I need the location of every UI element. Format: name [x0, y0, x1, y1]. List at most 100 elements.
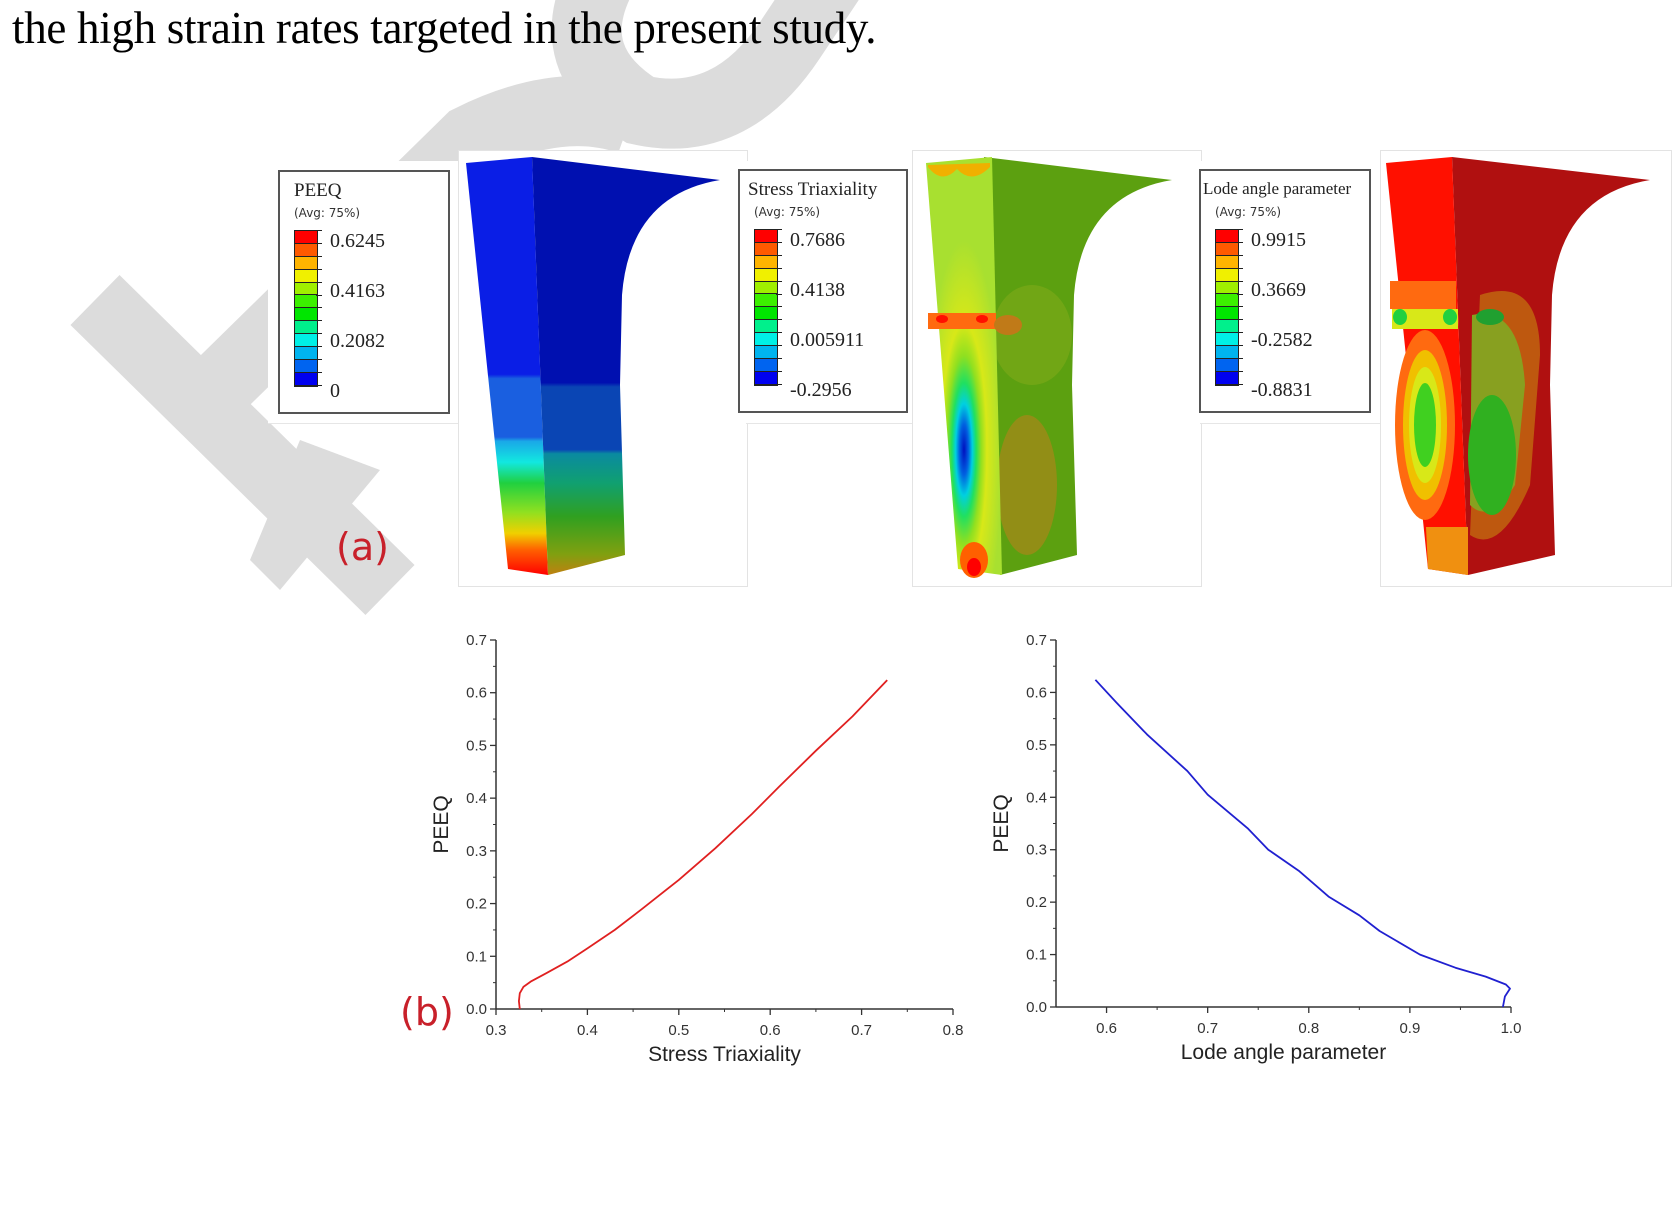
colorbar-swatch	[1216, 333, 1238, 347]
chart-peeq-vs-triaxiality: 0.0 0.1 0.2 0.3 0.4 0.5 0.6 0.7 0.3 0.4 0.5 0.6 0.7 0…	[430, 632, 963, 1066]
colorbar-swatch	[755, 358, 777, 372]
y-tick-label: 0.7	[1026, 632, 1047, 649]
colorbar-swatch	[755, 346, 777, 359]
colorbar-swatch	[295, 372, 317, 386]
legend-value: -0.8831	[1251, 379, 1313, 401]
colorbar	[754, 229, 778, 386]
colorbar-swatch	[1216, 320, 1238, 334]
colorbar-tick	[316, 255, 322, 257]
model-face-front	[926, 157, 1002, 575]
colorbar-tick	[776, 383, 782, 385]
colorbar-swatch	[295, 295, 317, 309]
colorbar-tick	[1237, 306, 1243, 308]
legend-averaging: (Avg: 75%)	[294, 206, 361, 220]
contour-region	[1393, 309, 1407, 325]
y-tick-label: 0.2	[1026, 894, 1047, 911]
colorbar-tick	[776, 241, 782, 243]
colorbar-swatch	[1216, 358, 1238, 372]
colorbar-tick	[316, 359, 322, 360]
colorbar-tick	[1237, 229, 1243, 230]
colorbar-swatch	[755, 281, 777, 295]
contour-region	[994, 315, 1022, 335]
model-face-side	[532, 157, 720, 575]
y-tick-label: 0.1	[466, 948, 487, 965]
legend-lode: Lode angle parameter (Avg: 75%) 0.9915 0…	[1199, 169, 1371, 413]
x-tick-label: 0.3	[486, 1022, 507, 1039]
colorbar-tick	[776, 332, 782, 334]
contour-region	[1476, 309, 1504, 325]
legend-averaging: (Avg: 75%)	[1215, 205, 1282, 219]
body-text: the high strain rates targeted in the pr…	[12, 3, 877, 53]
colorbar-swatch	[755, 307, 777, 321]
colorbar-tick	[1237, 280, 1243, 282]
colorbar-swatch	[755, 333, 777, 347]
legend-value: 0.3669	[1251, 279, 1306, 301]
colorbar-swatch	[295, 347, 317, 360]
colorbar-tick	[776, 306, 782, 308]
legend-title: Stress Triaxiality	[748, 179, 878, 200]
colorbar-tick	[1237, 254, 1243, 256]
y-tick-label: 0.3	[466, 843, 487, 860]
colorbar-tick	[776, 254, 782, 256]
legend-value: 0.4163	[330, 280, 385, 302]
colorbar-tick	[1237, 383, 1243, 385]
colorbar-swatch	[295, 269, 317, 283]
colorbar-tick	[316, 307, 322, 309]
x-tick-label: 0.5	[668, 1022, 689, 1039]
colorbar-tick	[316, 242, 322, 244]
x-tick-label: 0.7	[851, 1022, 872, 1039]
contour-band	[1390, 281, 1456, 309]
contour-band	[928, 163, 990, 177]
colorbar-swatch	[755, 320, 777, 334]
y-tick-label: 0.7	[466, 632, 487, 649]
colorbar-tick	[316, 333, 322, 335]
colorbar-swatch	[295, 321, 317, 335]
contour-model-lode	[1386, 157, 1650, 575]
contour-region	[1468, 395, 1516, 515]
colorbar-swatch	[295, 282, 317, 296]
contour-region	[936, 315, 948, 323]
colorbar-tick	[1237, 358, 1243, 359]
contour-model-peeq	[466, 157, 720, 575]
contour-region	[967, 558, 981, 576]
legend-value: 0.9915	[1251, 229, 1306, 251]
colorbar-tick	[316, 346, 322, 348]
colorbar-tick	[316, 268, 322, 270]
contour-band	[1392, 309, 1458, 329]
legend-value: 0	[330, 380, 340, 402]
colorbar-tick	[776, 370, 782, 372]
colorbar-tick	[776, 319, 782, 321]
y-tick-label: 0.0	[466, 1001, 487, 1018]
x-tick-label: 0.6	[1096, 1020, 1117, 1037]
colorbar-swatch	[755, 255, 777, 269]
colorbar-tick	[316, 230, 322, 231]
x-tick-label: 0.9	[1399, 1020, 1420, 1037]
colorbar-tick	[1237, 332, 1243, 334]
x-tick-label: 1.0	[1501, 1020, 1522, 1037]
colorbar-tick	[316, 281, 322, 283]
legend-title: Lode angle parameter	[1203, 179, 1352, 198]
colorbar-swatch	[1216, 255, 1238, 269]
y-tick-label: 0.3	[1026, 842, 1047, 859]
colorbar-tick	[1237, 319, 1243, 321]
colorbar-swatch	[295, 256, 317, 270]
legend-value: -0.2582	[1251, 329, 1313, 351]
legend-averaging: (Avg: 75%)	[754, 205, 821, 219]
y-axis-label: PEEQ	[430, 795, 453, 853]
y-tick-label: 0.0	[1026, 999, 1047, 1016]
panel-b-label: (b)	[400, 990, 454, 1034]
colorbar-tick	[316, 371, 322, 373]
x-tick-label: 0.7	[1197, 1020, 1218, 1037]
legend-triaxiality: Stress Triaxiality (Avg: 75%) 0.7686 0.4…	[738, 169, 908, 413]
colorbar-swatch	[1216, 371, 1238, 385]
y-tick-label: 0.5	[1026, 737, 1047, 754]
contour-band	[1426, 527, 1468, 575]
colorbar-tick	[1237, 267, 1243, 269]
colorbar-tick	[776, 293, 782, 295]
data-series-line	[518, 679, 888, 1010]
colorbar-swatch	[755, 268, 777, 282]
panel-a-label: (a)	[336, 525, 389, 569]
colorbar-swatch	[1216, 307, 1238, 321]
colorbar-swatch	[1216, 281, 1238, 295]
colorbar-swatch	[755, 242, 777, 256]
